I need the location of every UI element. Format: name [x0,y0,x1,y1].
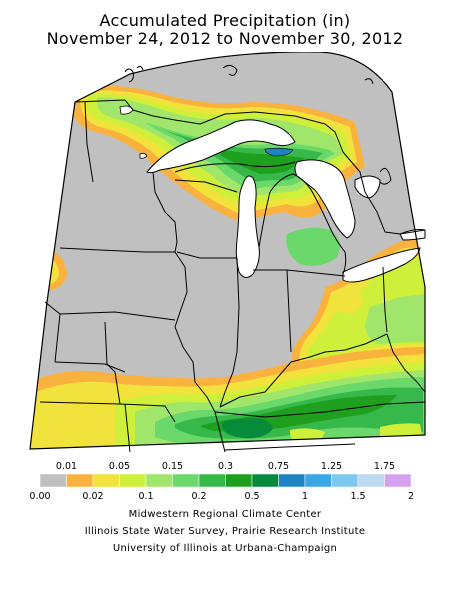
legend-swatch [225,473,253,488]
legend-lower-label: 2 [408,491,414,502]
legend-lower-label: 0.02 [82,491,103,502]
legend-upper-label: 0.15 [162,461,183,472]
legend-swatch [278,473,306,488]
legend-swatch [198,473,226,488]
legend-lower-label: 1.5 [350,491,365,502]
legend-upper-label: 1.25 [321,461,342,472]
legend-swatch [304,473,332,488]
credit-line-1: Midwestern Regional Climate Center [128,509,322,520]
canada-coastline [124,64,392,185]
legend-lower-labels: 0.00 0.02 0.1 0.2 0.5 1 1.5 2 [29,491,414,502]
legend-upper-label: 0.05 [109,461,130,472]
legend-swatch [172,473,200,488]
state-boundaries [39,99,426,452]
precipitation-fill [30,52,425,449]
legend-upper-label: 0.3 [218,461,233,472]
legend-swatch [331,473,359,488]
legend-swatch [251,473,279,488]
legend-upper-label: 0.01 [56,461,77,472]
legend-upper-label: 0.75 [268,461,289,472]
legend-upper-labels: 0.01 0.05 0.15 0.3 0.75 1.25 1.75 [56,461,395,472]
legend-swatch [92,473,120,488]
legend-swatch [145,473,173,488]
domain-outline [29,52,426,450]
precipitation-map [29,52,426,452]
legend-lower-label: 0.1 [138,491,153,502]
legend-swatch [119,473,147,488]
legend-color-bar [39,473,412,488]
credit-line-2: Illinois State Water Survey, Prairie Res… [84,526,366,537]
legend-swatch [357,473,385,488]
legend-swatch [66,473,94,488]
legend-lower-label: 0.00 [29,491,50,502]
legend-lower-label: 1 [302,491,308,502]
legend-swatch [39,473,67,488]
map-title: Accumulated Precipitation (in) [99,11,351,30]
legend-swatch [384,473,412,488]
legend-lower-label: 0.5 [244,491,259,502]
credit-line-3: University of Illinois at Urbana-Champai… [112,543,338,554]
map-date-range: November 24, 2012 to November 30, 2012 [46,29,404,48]
precipitation-legend: 0.01 0.05 0.15 0.3 0.75 1.25 1.75 0.00 0.02 0.1 0… [29,461,414,502]
legend-lower-label: 0.2 [191,491,206,502]
legend-upper-label: 1.75 [374,461,395,472]
